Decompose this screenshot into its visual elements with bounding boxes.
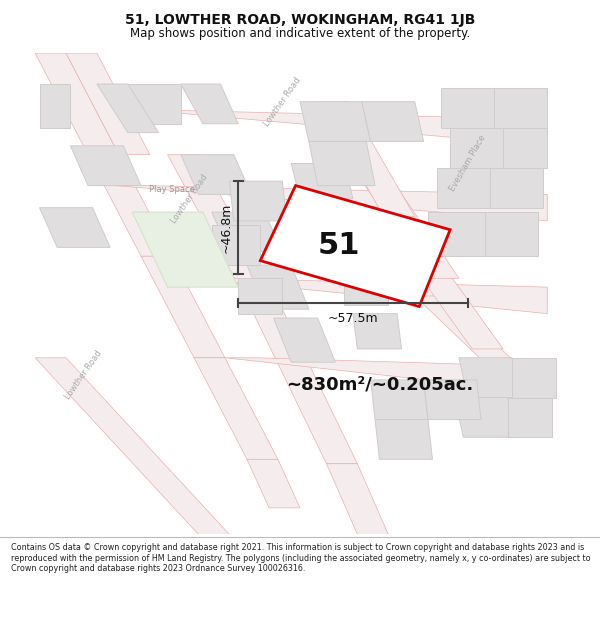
Polygon shape: [40, 84, 70, 128]
Polygon shape: [212, 212, 283, 252]
Polygon shape: [362, 102, 424, 141]
Polygon shape: [181, 84, 238, 124]
Polygon shape: [326, 464, 388, 534]
Polygon shape: [291, 164, 353, 199]
Polygon shape: [212, 226, 260, 265]
Polygon shape: [450, 128, 503, 168]
Polygon shape: [194, 278, 547, 314]
Polygon shape: [274, 318, 335, 362]
Text: Evesham Place: Evesham Place: [448, 134, 488, 193]
Polygon shape: [317, 102, 415, 216]
Polygon shape: [88, 154, 172, 256]
Polygon shape: [353, 314, 401, 349]
Polygon shape: [128, 84, 181, 124]
Polygon shape: [375, 419, 433, 459]
Polygon shape: [194, 357, 278, 459]
Polygon shape: [167, 154, 283, 309]
Polygon shape: [424, 380, 481, 419]
Polygon shape: [247, 459, 300, 508]
Polygon shape: [70, 146, 141, 186]
Text: 51: 51: [317, 231, 360, 260]
Polygon shape: [181, 154, 251, 194]
Polygon shape: [371, 380, 428, 419]
Polygon shape: [494, 89, 547, 128]
Text: Lowther Road: Lowther Road: [64, 349, 104, 402]
Text: Lowther Road: Lowther Road: [262, 76, 302, 128]
Polygon shape: [455, 398, 517, 437]
Polygon shape: [317, 208, 379, 243]
Text: Play Space: Play Space: [149, 186, 195, 194]
Polygon shape: [132, 212, 238, 287]
Polygon shape: [428, 212, 485, 256]
Polygon shape: [97, 84, 159, 132]
Polygon shape: [437, 168, 490, 208]
Text: ~57.5m: ~57.5m: [328, 312, 378, 326]
Polygon shape: [35, 357, 229, 534]
Polygon shape: [66, 53, 150, 154]
Polygon shape: [150, 111, 547, 146]
Polygon shape: [415, 296, 547, 393]
Polygon shape: [141, 256, 225, 358]
Polygon shape: [344, 154, 459, 278]
Polygon shape: [251, 309, 358, 464]
Polygon shape: [371, 208, 503, 349]
Text: Map shows position and indicative extent of the property.: Map shows position and indicative extent…: [130, 27, 470, 40]
Text: ~830m²/~0.205ac.: ~830m²/~0.205ac.: [286, 375, 473, 393]
Polygon shape: [485, 212, 538, 256]
Polygon shape: [35, 53, 119, 154]
Polygon shape: [503, 128, 547, 168]
Polygon shape: [40, 208, 110, 248]
Text: Contains OS data © Crown copyright and database right 2021. This information is : Contains OS data © Crown copyright and d…: [11, 543, 590, 573]
Polygon shape: [300, 102, 371, 141]
Polygon shape: [229, 181, 287, 221]
Polygon shape: [459, 357, 521, 398]
Polygon shape: [260, 186, 450, 306]
Polygon shape: [508, 398, 551, 437]
Polygon shape: [225, 357, 547, 393]
Polygon shape: [490, 168, 543, 208]
Polygon shape: [238, 278, 283, 314]
Polygon shape: [309, 141, 375, 186]
Polygon shape: [115, 186, 547, 221]
Text: 51, LOWTHER ROAD, WOKINGHAM, RG41 1JB: 51, LOWTHER ROAD, WOKINGHAM, RG41 1JB: [125, 13, 475, 28]
Polygon shape: [441, 89, 494, 128]
Polygon shape: [247, 265, 309, 309]
Polygon shape: [344, 269, 388, 305]
Text: Lowther Road: Lowther Road: [169, 173, 210, 225]
Text: ~46.8m: ~46.8m: [220, 202, 232, 252]
Polygon shape: [512, 357, 556, 398]
